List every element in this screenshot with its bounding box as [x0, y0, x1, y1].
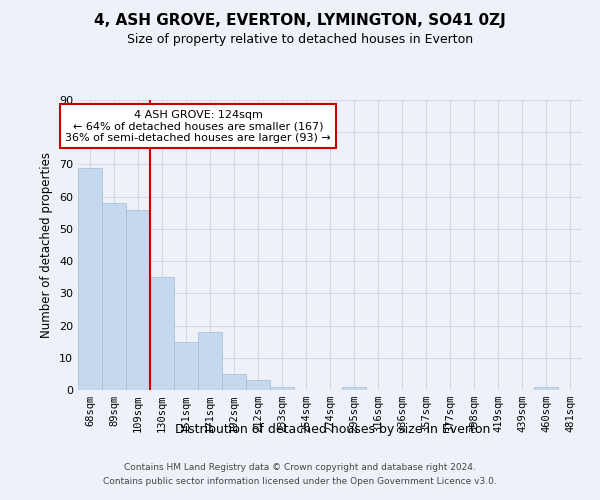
Bar — [78, 168, 102, 390]
Bar — [342, 387, 366, 390]
Bar — [102, 203, 126, 390]
Y-axis label: Number of detached properties: Number of detached properties — [40, 152, 53, 338]
Text: 4, ASH GROVE, EVERTON, LYMINGTON, SO41 0ZJ: 4, ASH GROVE, EVERTON, LYMINGTON, SO41 0… — [94, 12, 506, 28]
Text: Size of property relative to detached houses in Everton: Size of property relative to detached ho… — [127, 32, 473, 46]
Bar — [150, 277, 174, 390]
Bar — [222, 374, 246, 390]
Bar — [126, 210, 150, 390]
Text: Contains public sector information licensed under the Open Government Licence v3: Contains public sector information licen… — [103, 478, 497, 486]
Bar — [270, 387, 294, 390]
Bar — [198, 332, 222, 390]
Bar — [246, 380, 270, 390]
Bar — [534, 387, 558, 390]
Text: 4 ASH GROVE: 124sqm
← 64% of detached houses are smaller (167)
36% of semi-detac: 4 ASH GROVE: 124sqm ← 64% of detached ho… — [65, 110, 331, 143]
Text: Contains HM Land Registry data © Crown copyright and database right 2024.: Contains HM Land Registry data © Crown c… — [124, 462, 476, 471]
Bar — [174, 342, 198, 390]
Text: Distribution of detached houses by size in Everton: Distribution of detached houses by size … — [175, 422, 491, 436]
